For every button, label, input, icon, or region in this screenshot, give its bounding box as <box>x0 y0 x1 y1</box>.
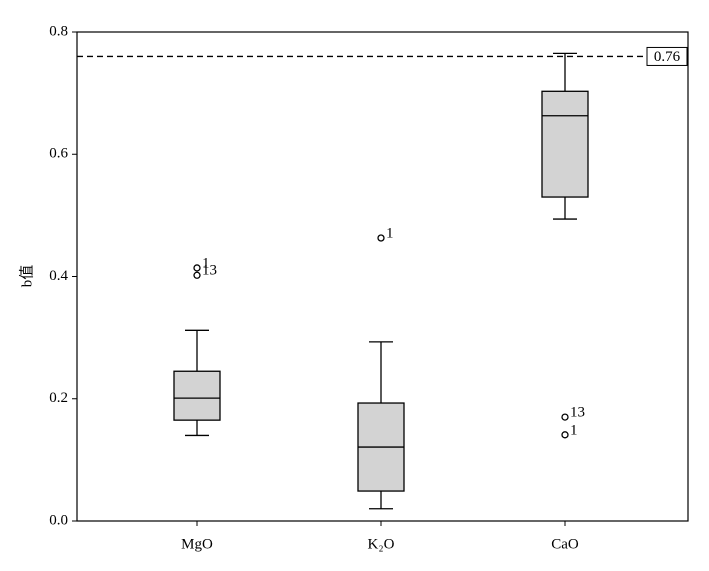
outlier <box>561 431 569 439</box>
outlier-label: 13 <box>570 405 585 421</box>
outlier <box>193 271 201 279</box>
x-tick-label: K₂O <box>368 536 395 552</box>
y-axis-label: b值 <box>18 265 35 288</box>
y-tick-label: 0.6 <box>49 146 68 162</box>
box <box>173 370 221 421</box>
outlier-label: 1 <box>202 255 210 271</box>
outlier-label: 13 <box>202 263 217 279</box>
reference-label-box <box>646 46 688 66</box>
y-tick-label: 0.2 <box>49 390 68 406</box>
box <box>541 90 589 198</box>
reference-label: 0.76 <box>654 49 681 65</box>
y-tick-label: 0.4 <box>49 268 68 284</box>
outlier <box>561 413 569 421</box>
outlier-label: 1 <box>386 225 394 241</box>
outlier <box>377 234 385 242</box>
x-tick-label: MgO <box>181 536 213 552</box>
outlier <box>193 264 201 272</box>
y-tick-label: 0.0 <box>49 512 68 528</box>
x-tick-label: CaO <box>551 536 579 552</box>
outlier-label: 1 <box>570 422 578 438</box>
y-tick-label: 0.8 <box>49 23 68 39</box>
